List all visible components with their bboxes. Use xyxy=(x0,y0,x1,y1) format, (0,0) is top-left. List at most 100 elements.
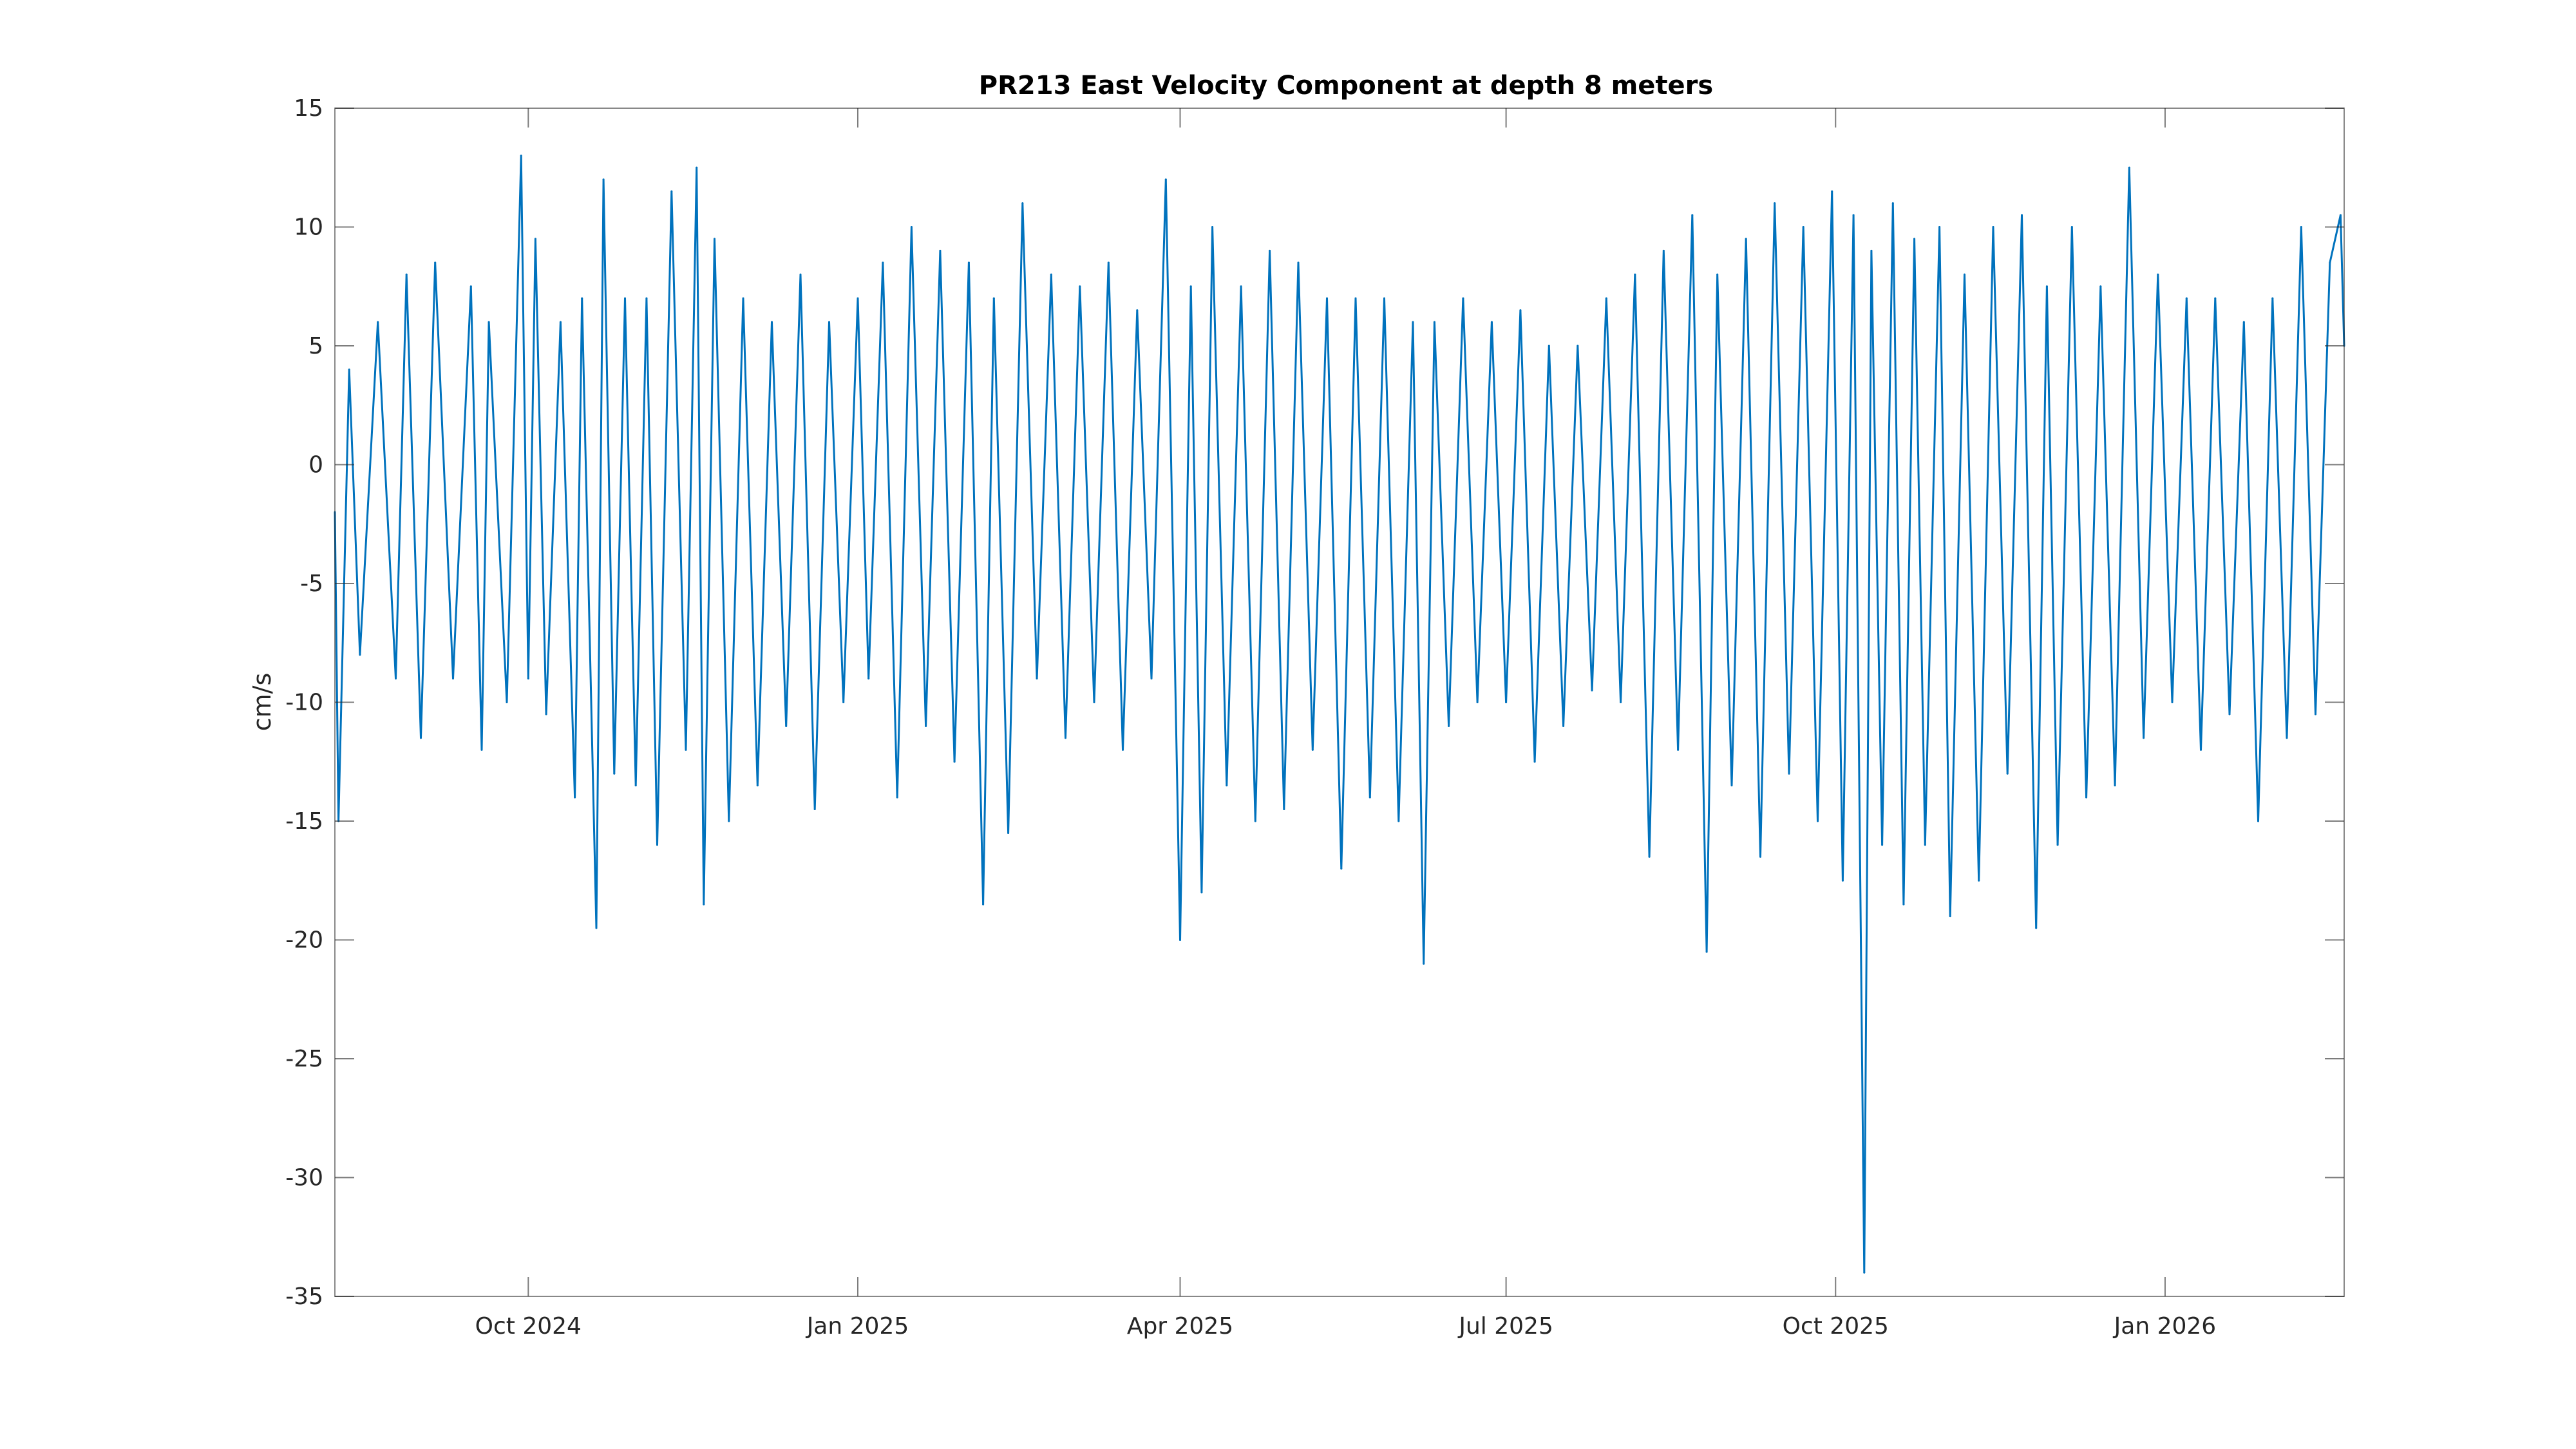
data-point xyxy=(1577,345,1579,347)
y-tick-label: 15 xyxy=(294,95,323,122)
data-point xyxy=(1354,297,1357,299)
y-tick-label: 5 xyxy=(308,333,323,359)
data-point xyxy=(1562,724,1565,727)
data-point xyxy=(1107,261,1110,264)
data-point xyxy=(799,273,802,276)
x-tick-label: Jul 2025 xyxy=(1457,1313,1553,1340)
data-point xyxy=(910,226,913,228)
data-point xyxy=(395,677,397,680)
data-point xyxy=(1620,701,1622,703)
data-point xyxy=(2214,297,2217,299)
y-tick-label: -5 xyxy=(300,571,323,597)
data-point xyxy=(634,784,637,787)
data-point xyxy=(506,701,508,703)
data-point xyxy=(645,297,648,299)
data-point xyxy=(581,297,583,299)
data-point xyxy=(1340,867,1343,870)
data-point xyxy=(1716,273,1719,276)
data-point xyxy=(602,178,605,181)
data-point xyxy=(420,737,422,739)
data-point xyxy=(1677,748,1680,751)
data-point xyxy=(559,321,562,323)
data-point xyxy=(925,724,927,727)
data-point xyxy=(624,297,626,299)
data-point xyxy=(696,166,698,169)
x-tick-label: Jan 2026 xyxy=(2113,1313,2217,1340)
y-tick-label: -15 xyxy=(285,808,323,835)
data-point xyxy=(2242,321,2245,323)
data-point xyxy=(1891,202,1894,205)
data-point xyxy=(992,297,995,299)
data-point xyxy=(1863,1271,1866,1274)
x-tick-label: Oct 2024 xyxy=(475,1313,582,1340)
data-point xyxy=(867,677,870,680)
data-point xyxy=(520,155,522,157)
data-point xyxy=(574,796,576,799)
data-point xyxy=(2339,214,2342,216)
data-point xyxy=(1036,677,1038,680)
data-point xyxy=(742,297,744,299)
data-point xyxy=(728,820,730,822)
y-tick-label: -30 xyxy=(285,1165,323,1191)
data-point xyxy=(1412,321,1414,323)
data-point xyxy=(1964,273,1965,276)
data-point xyxy=(348,368,350,371)
axes-background xyxy=(335,108,2344,1296)
data-point xyxy=(1383,297,1385,299)
data-point xyxy=(2271,297,2274,299)
data-point xyxy=(359,654,361,656)
data-point xyxy=(1189,285,1192,288)
data-point xyxy=(1591,689,1593,692)
y-tick-label: 10 xyxy=(294,214,323,241)
data-point xyxy=(939,249,942,252)
data-point xyxy=(1179,939,1181,941)
plot-area: 15 10 5 0 -5 -10 -15 -20 -25 -30 -35 Oct 2024 Jan 20… xyxy=(285,95,2345,1340)
data-point xyxy=(1423,962,1425,965)
data-point xyxy=(982,903,985,905)
data-point xyxy=(1870,249,1873,252)
data-point xyxy=(1992,226,1994,228)
data-point xyxy=(842,701,845,703)
data-point xyxy=(2171,701,2174,703)
data-point xyxy=(1634,273,1636,276)
data-point xyxy=(1136,309,1139,312)
data-point xyxy=(1852,214,1855,216)
data-point xyxy=(857,297,859,299)
data-point xyxy=(1326,297,1328,299)
x-tick-label: Jan 2025 xyxy=(806,1313,909,1340)
data-point xyxy=(1938,226,1941,228)
y-tick-label: 0 xyxy=(308,452,323,478)
chart-title: PR213 East Velocity Component at depth 8… xyxy=(979,71,1713,100)
y-axis-label: cm/s xyxy=(248,673,276,732)
data-point xyxy=(1774,202,1776,205)
data-point xyxy=(1730,784,1733,787)
data-point xyxy=(434,261,437,264)
data-point xyxy=(2128,166,2130,169)
data-point xyxy=(1283,808,1285,810)
data-point xyxy=(545,713,547,715)
data-point xyxy=(2143,737,2145,739)
data-point xyxy=(1745,238,1747,240)
data-point xyxy=(2045,285,2048,288)
data-point xyxy=(1007,832,1010,834)
y-tick-label: -25 xyxy=(285,1046,323,1072)
data-point xyxy=(1240,285,1242,288)
y-tick-label: -35 xyxy=(285,1283,323,1310)
data-point xyxy=(2006,772,2009,775)
data-point xyxy=(1050,273,1052,276)
data-point xyxy=(1079,285,1081,288)
data-point xyxy=(1519,309,1522,312)
data-point xyxy=(480,748,483,751)
data-point xyxy=(2157,273,2159,276)
data-point xyxy=(1802,226,1804,228)
y-tick-label: -20 xyxy=(285,927,323,954)
data-point xyxy=(1490,321,1493,323)
data-point xyxy=(1150,677,1153,680)
data-point xyxy=(953,761,956,763)
data-point xyxy=(613,772,616,775)
data-point xyxy=(1788,772,1790,775)
data-point xyxy=(469,285,472,288)
data-point xyxy=(1759,855,1761,858)
data-point xyxy=(785,724,788,727)
